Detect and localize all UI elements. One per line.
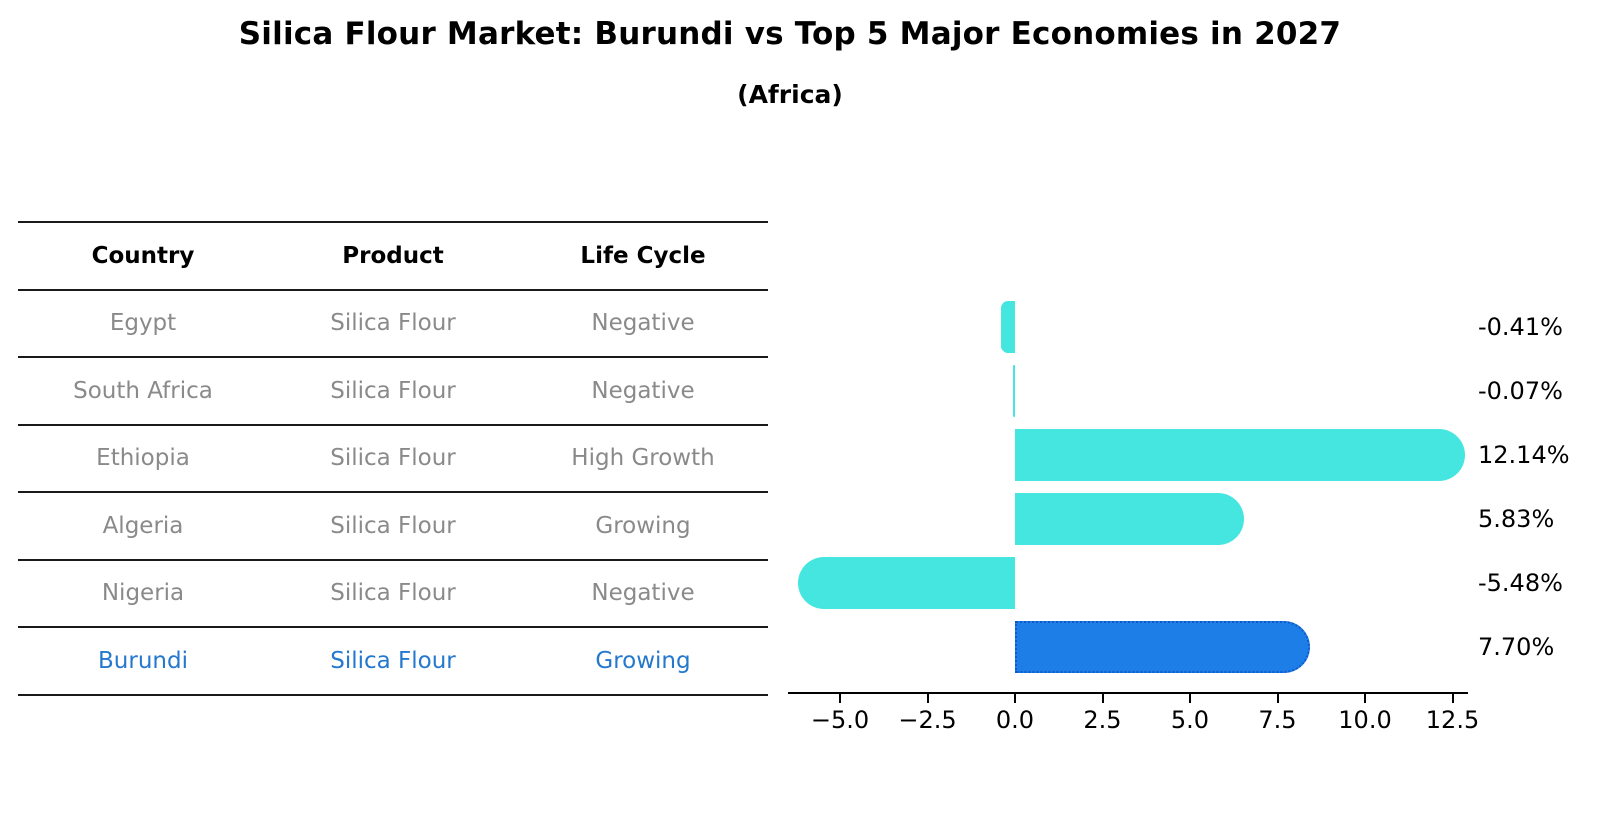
x-tickmark-0.0 [1014,694,1016,703]
x-tickmark-−2.5 [926,694,929,703]
value-label-ethiopia: 12.14% [1478,441,1570,469]
table-cell-country: Nigeria [101,580,185,607]
x-ticklabel-5.0: 5.0 [1170,706,1210,734]
table-cell-product: Silica Flour [330,310,456,337]
table-cell-life_cycle: Negative [591,377,695,404]
table-cell-product: Silica Flour [330,377,456,404]
table-header-product: Product [342,242,444,269]
bar-ethiopia [1015,429,1465,481]
x-ticklabel-2.5: 2.5 [1083,706,1122,734]
table-cell-life_cycle: High Growth [571,445,715,472]
table-cell-country: Algeria [102,512,184,539]
table-cell-life_cycle: Growing [595,512,691,539]
x-tickmark-12.5 [1451,694,1454,703]
table-cell-country: South Africa [73,377,213,404]
x-ticklabel-12.5: 12.5 [1425,706,1480,734]
table-header-row: Country Product Life Cycle [18,221,768,289]
table-cell-country: Ethiopia [96,445,190,472]
table-body: Egypt Silica Flour Negative South Africa Sil… [18,288,768,696]
bar-egypt [1000,301,1015,353]
table-row-egypt: Egypt Silica Flour Negative [18,288,768,357]
table-cell-life_cycle: Growing [595,647,691,674]
x-tickmark-−5.0 [839,694,841,703]
table-row-nigeria: Nigeria Silica Flour Negative [18,558,768,627]
value-label-nigeria: -5.48% [1478,569,1563,597]
x-ticklabel-−2.5: −2.5 [898,706,957,734]
x-ticklabel-0.0: 0.0 [995,706,1035,734]
x-axis-line [788,692,1468,694]
table-cell-country: Burundi [98,647,188,674]
value-label-south-africa: -0.07% [1478,377,1563,405]
chart-title: Silica Flour Market: Burundi vs Top 5 Ma… [238,16,1342,52]
value-label-algeria: 5.83% [1478,505,1555,533]
table-row-south-africa: South Africa Silica Flour Negative [18,356,768,424]
bar-south-africa [1012,365,1015,417]
bar-algeria [1015,493,1245,545]
x-tickmark-2.5 [1101,694,1104,703]
x-tickmark-10.0 [1364,694,1366,703]
x-ticklabel-7.5: 7.5 [1258,706,1297,734]
x-tickmark-7.5 [1276,694,1279,703]
bar-nigeria [798,557,1015,609]
table-row-algeria: Algeria Silica Flour Growing [18,491,768,559]
table-header-country: Country [91,242,195,269]
table-row-burundi: Burundi Silica Flour Growing [18,626,768,696]
table-cell-country: Egypt [109,310,177,337]
table-cell-product: Silica Flour [330,580,456,607]
x-tickmark-5.0 [1189,694,1191,703]
bar-chart: −5.0 −2.5 0.0 2.5 5.0 7.5 10.0 12.5 -0.41% -0.07… [788,280,1604,823]
x-ticklabel-10.0: 10.0 [1338,706,1392,734]
chart-subtitle: (Africa) [737,80,843,109]
table-cell-product: Silica Flour [330,445,456,472]
table-cell-life_cycle: Negative [591,310,695,337]
value-label-burundi: 7.70% [1478,633,1555,661]
table-header-lifecycle: Life Cycle [580,242,706,269]
country-table: Country Product Life Cycle Egypt Silica F… [18,221,768,696]
table-row-ethiopia: Ethiopia Silica Flour High Growth [18,423,768,492]
table-cell-life_cycle: Negative [591,580,695,607]
bar-burundi [1015,621,1310,673]
value-label-egypt: -0.41% [1478,313,1563,341]
table-cell-product: Silica Flour [330,512,456,539]
table-cell-product: Silica Flour [330,647,456,674]
x-ticklabel-−5.0: −5.0 [810,706,870,734]
